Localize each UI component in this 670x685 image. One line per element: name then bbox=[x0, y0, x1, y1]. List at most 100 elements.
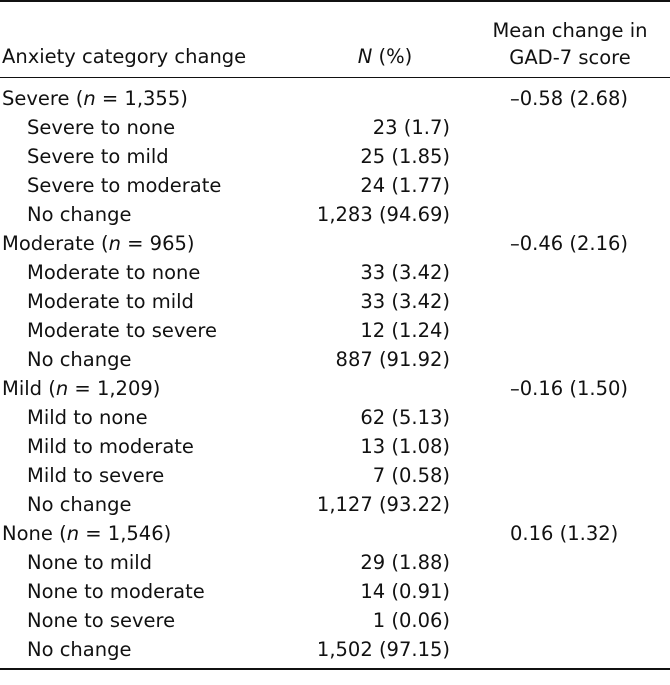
group-n-italic: n bbox=[55, 376, 69, 400]
table-body: Severe (n = 1,355) –0.58 (2.68) Severe to … bbox=[0, 77, 670, 669]
group-row: Moderate (n = 965) –0.46 (2.16) bbox=[0, 229, 670, 258]
row-mean-empty bbox=[470, 490, 670, 519]
group-name: Moderate bbox=[2, 231, 95, 255]
group-label: Mild (n = 1,209) bbox=[2, 376, 161, 400]
group-mean-change: –0.16 (1.50) bbox=[510, 376, 628, 400]
row-label: No change bbox=[27, 347, 132, 371]
table-row: Moderate to severe 12 (1.24) bbox=[0, 316, 670, 345]
table-row: Moderate to none 33 (3.42) bbox=[0, 258, 670, 287]
group-n-italic: n bbox=[83, 86, 96, 110]
row-label: No change bbox=[27, 492, 132, 516]
row-mean-empty bbox=[470, 316, 670, 345]
header-n-italic: N bbox=[357, 44, 373, 68]
group-n-empty bbox=[300, 374, 470, 403]
table-row: None to severe 1 (0.06) bbox=[0, 606, 670, 635]
group-row: Mild (n = 1,209) –0.16 (1.50) bbox=[0, 374, 670, 403]
row-n-percent: 13 (1.08) bbox=[360, 434, 450, 458]
row-n-percent: 29 (1.88) bbox=[360, 550, 450, 574]
row-mean-empty bbox=[470, 606, 670, 635]
header-mean-line2: GAD-7 score bbox=[509, 45, 631, 69]
table-row: Mild to severe 7 (0.58) bbox=[0, 461, 670, 490]
group-n-empty bbox=[300, 229, 470, 258]
row-mean-empty bbox=[470, 577, 670, 606]
group-n-value: = 1,355) bbox=[95, 86, 188, 110]
group-n-value: = 965) bbox=[120, 231, 195, 255]
group-n-italic: n bbox=[66, 521, 80, 545]
row-label: Severe to mild bbox=[27, 144, 169, 168]
row-mean-empty bbox=[470, 548, 670, 577]
row-n-percent: 14 (0.91) bbox=[360, 579, 450, 603]
row-label: Moderate to mild bbox=[27, 289, 194, 313]
row-mean-empty bbox=[470, 113, 670, 142]
row-mean-empty bbox=[470, 461, 670, 490]
group-n-empty bbox=[300, 77, 470, 113]
group-name: Severe bbox=[2, 86, 70, 110]
table-row: Mild to none 62 (5.13) bbox=[0, 403, 670, 432]
table-row: None to mild 29 (1.88) bbox=[0, 548, 670, 577]
group-mean-change: –0.46 (2.16) bbox=[510, 231, 628, 255]
row-label: Mild to moderate bbox=[27, 434, 194, 458]
table-row: Severe to moderate 24 (1.77) bbox=[0, 171, 670, 200]
table-row: Mild to moderate 13 (1.08) bbox=[0, 432, 670, 461]
table-row: No change 1,502 (97.15) bbox=[0, 635, 670, 669]
group-n-value: = 1,546) bbox=[79, 521, 172, 545]
row-n-percent: 24 (1.77) bbox=[360, 173, 450, 197]
group-label: None (n = 1,546) bbox=[2, 521, 172, 545]
row-n-percent: 1,502 (97.15) bbox=[316, 637, 450, 661]
row-label: No change bbox=[27, 637, 132, 661]
row-n-percent: 887 (91.92) bbox=[335, 347, 450, 371]
row-n-percent: 23 (1.7) bbox=[372, 115, 450, 139]
table-row: No change 887 (91.92) bbox=[0, 345, 670, 374]
header-n-rest: (%) bbox=[372, 44, 413, 68]
group-label: Moderate (n = 965) bbox=[2, 231, 195, 255]
group-mean-change: 0.16 (1.32) bbox=[510, 521, 619, 545]
table-row: No change 1,127 (93.22) bbox=[0, 490, 670, 519]
row-mean-empty bbox=[470, 403, 670, 432]
row-label: No change bbox=[27, 202, 132, 226]
group-n-value: = 1,209) bbox=[68, 376, 161, 400]
row-n-percent: 62 (5.13) bbox=[360, 405, 450, 429]
group-row: Severe (n = 1,355) –0.58 (2.68) bbox=[0, 77, 670, 113]
row-n-percent: 1,127 (93.22) bbox=[316, 492, 450, 516]
group-label: Severe (n = 1,355) bbox=[2, 86, 188, 110]
header-category: Anxiety category change bbox=[2, 44, 247, 68]
table-row: None to moderate 14 (0.91) bbox=[0, 577, 670, 606]
group-n-empty bbox=[300, 519, 470, 548]
row-label: Moderate to severe bbox=[27, 318, 217, 342]
row-n-percent: 25 (1.85) bbox=[360, 144, 450, 168]
header-n: N (%) bbox=[300, 1, 470, 77]
group-n-italic: n bbox=[108, 231, 121, 255]
table-row: No change 1,283 (94.69) bbox=[0, 200, 670, 229]
row-mean-empty bbox=[470, 142, 670, 171]
row-label: None to mild bbox=[27, 550, 153, 574]
row-mean-empty bbox=[470, 200, 670, 229]
row-n-percent: 1,283 (94.69) bbox=[316, 202, 450, 226]
row-mean-empty bbox=[470, 258, 670, 287]
row-label: Moderate to none bbox=[27, 260, 201, 284]
row-label: None to moderate bbox=[27, 579, 205, 603]
row-mean-empty bbox=[470, 287, 670, 316]
header-mean-line1: Mean change in bbox=[492, 18, 648, 42]
table-row: Severe to none 23 (1.7) bbox=[0, 113, 670, 142]
row-label: Mild to none bbox=[27, 405, 148, 429]
row-n-percent: 7 (0.58) bbox=[372, 463, 450, 487]
header-row: Anxiety category change N (%) Mean chang… bbox=[0, 1, 670, 77]
table-header: Anxiety category change N (%) Mean chang… bbox=[0, 1, 670, 77]
row-label: Severe to none bbox=[27, 115, 176, 139]
row-label: Mild to severe bbox=[27, 463, 165, 487]
row-n-percent: 33 (3.42) bbox=[360, 260, 450, 284]
row-label: Severe to moderate bbox=[27, 173, 222, 197]
row-label: None to severe bbox=[27, 608, 176, 632]
group-row: None (n = 1,546) 0.16 (1.32) bbox=[0, 519, 670, 548]
row-n-percent: 33 (3.42) bbox=[360, 289, 450, 313]
row-mean-empty bbox=[470, 432, 670, 461]
row-mean-empty bbox=[470, 345, 670, 374]
anxiety-change-table: Anxiety category change N (%) Mean chang… bbox=[0, 1, 670, 669]
row-mean-empty bbox=[470, 635, 670, 669]
group-name: Mild bbox=[2, 376, 43, 400]
row-n-percent: 12 (1.24) bbox=[360, 318, 450, 342]
group-mean-change: –0.58 (2.68) bbox=[510, 86, 628, 110]
row-n-percent: 1 (0.06) bbox=[372, 608, 450, 632]
group-name: None bbox=[2, 521, 53, 545]
